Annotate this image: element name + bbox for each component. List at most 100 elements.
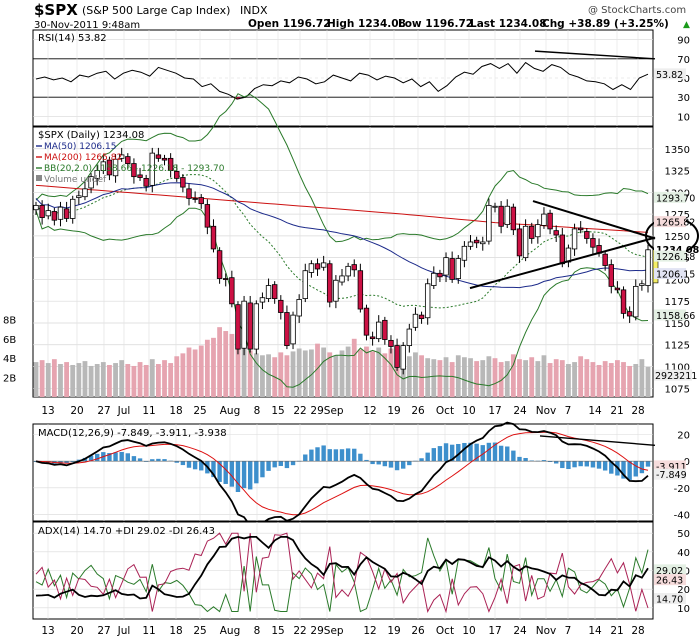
- macd-histogram-bar: [278, 461, 283, 466]
- macd-histogram-bar: [449, 444, 455, 462]
- x-axis-label: 11: [142, 625, 155, 637]
- x-axis-label: 20: [70, 625, 83, 637]
- candle-down: [210, 225, 217, 250]
- macd-histogram-bar: [272, 461, 277, 468]
- candle-up: [45, 210, 51, 217]
- macd-histogram-bar: [382, 461, 388, 467]
- volume-bar: [33, 362, 39, 397]
- volume-bar: [211, 337, 216, 397]
- macd-histogram-bar: [217, 461, 222, 482]
- macd-histogram-bar: [376, 461, 381, 465]
- macd-histogram-bar: [107, 453, 112, 462]
- volume-bar: [156, 364, 161, 397]
- candle-up: [57, 206, 64, 220]
- macd-histogram-bar: [492, 442, 498, 462]
- volume-bar: [241, 346, 247, 397]
- candle-up: [345, 265, 351, 277]
- volume-bar: [547, 363, 553, 397]
- volume-bar: [125, 364, 131, 397]
- volume-bar: [149, 359, 155, 397]
- candle-down: [620, 289, 627, 314]
- x-axis-label: 17: [488, 405, 501, 417]
- volume-value-box: [654, 369, 692, 381]
- volume-bar: [590, 362, 596, 397]
- candle-up: [241, 300, 247, 349]
- candle-down: [327, 263, 333, 303]
- rsi-divergence-line: [534, 50, 656, 60]
- adx-y-tick: 10: [677, 604, 690, 615]
- candle-down: [192, 198, 198, 200]
- x-axis-label: 22: [293, 625, 306, 637]
- trendline-support: [469, 236, 656, 290]
- macd-histogram-bar: [462, 442, 467, 462]
- x-axis-label: 29Sep: [310, 625, 343, 637]
- volume-bar: [376, 347, 382, 397]
- candle-up: [639, 283, 645, 286]
- macd-histogram-bar: [529, 460, 534, 462]
- rsi-y-tick: 30: [677, 93, 690, 104]
- macd-histogram-bar: [162, 459, 167, 462]
- macd-histogram-bar: [456, 443, 461, 462]
- volume-bar: [615, 360, 620, 397]
- macd-value-label: -7.849: [656, 470, 687, 481]
- volume-bar: [523, 360, 528, 397]
- chart-exchange: INDX: [240, 4, 268, 17]
- candle-down: [229, 277, 235, 305]
- macd-histogram-bar: [578, 461, 583, 467]
- macd-value-box: [654, 468, 686, 480]
- volume-bar: [425, 358, 431, 397]
- chart-symbol-name: (S&P 500 Large Cap Index): [82, 4, 230, 17]
- candle-down: [382, 319, 388, 340]
- macd-histogram-bar: [474, 443, 479, 462]
- volume-bar: [455, 355, 461, 397]
- macd-histogram-bar: [584, 461, 589, 467]
- macd-histogram-bar: [113, 452, 118, 462]
- price-y-tick: 1125: [665, 341, 690, 352]
- macd-divergence-line: [539, 435, 656, 446]
- price-y-tick: 1325: [665, 167, 690, 178]
- macd-histogram-bar: [186, 461, 192, 468]
- volume-bar: [517, 359, 522, 397]
- candle-down: [602, 253, 608, 266]
- rsi-y-tick: 70: [677, 55, 690, 66]
- candle-down: [51, 211, 58, 221]
- high-value: High 1234.08: [327, 18, 406, 30]
- volume-bar: [339, 350, 345, 397]
- price-y-tick: 1350: [665, 145, 690, 156]
- x-axis-labels-bottom: 13 20 27 Jul 11 18 25 Aug 8 15 22 29Sep 12 19 26 Oct 10 1…: [41, 625, 644, 637]
- volume-bar: [223, 331, 229, 397]
- volume-bar: [180, 353, 186, 397]
- change-value: Chg +38.89 (+3.25%): [542, 18, 669, 30]
- macd-histogram-bar: [480, 445, 485, 462]
- volume-bar: [486, 356, 492, 397]
- volume-bar: [443, 357, 449, 397]
- volume-bar: [627, 365, 633, 397]
- volume-bar: [94, 364, 100, 397]
- macd-histogram-bar: [88, 455, 94, 462]
- legend-swatch: [36, 175, 42, 181]
- volume-bar: [413, 352, 418, 397]
- volume-bar: [229, 333, 235, 397]
- x-axis-label: 13: [41, 405, 54, 417]
- macd-histogram-bar: [229, 461, 235, 487]
- x-axis-label: 21: [610, 405, 623, 417]
- macd-histogram-bar: [119, 451, 124, 462]
- volume-bar: [253, 353, 259, 397]
- candle-down: [186, 188, 192, 199]
- x-axis-label: 14: [588, 405, 602, 417]
- candle-down: [247, 302, 253, 350]
- candle-up: [424, 283, 431, 319]
- macd-histogram-bar: [505, 446, 510, 462]
- rsi-label: RSI(14) 53.82: [38, 33, 107, 44]
- macd-histogram-bar: [572, 461, 577, 468]
- rsi-y-tick: 10: [677, 112, 690, 123]
- macd-histogram-bar: [327, 449, 332, 462]
- x-axis-label: 21: [610, 625, 623, 637]
- volume-y-tick: 8B: [3, 315, 16, 326]
- x-axis-label: 25: [193, 405, 206, 417]
- macd-histogram-bar: [125, 453, 130, 462]
- candle-down: [418, 314, 425, 320]
- volume-bar: [498, 362, 504, 397]
- volume-bar: [510, 354, 516, 397]
